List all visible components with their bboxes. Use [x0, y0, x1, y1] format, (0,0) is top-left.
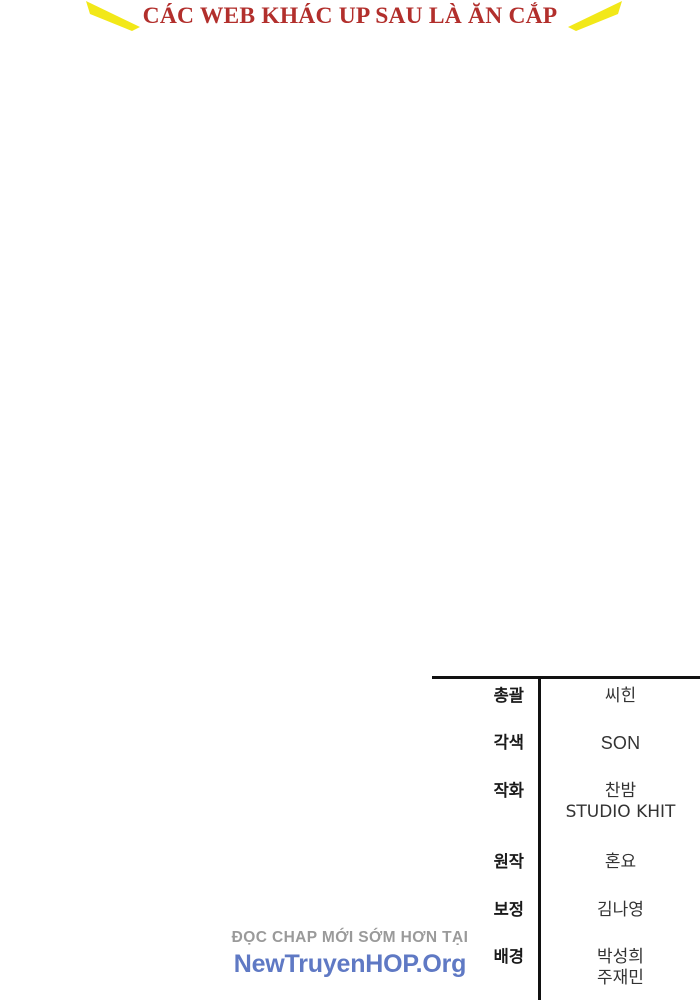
table-row: 보정 김나영 [432, 900, 700, 921]
table-row: 원작 혼요 [432, 852, 700, 873]
table-row: 작화 찬밤 STUDIO KHIT [432, 781, 700, 823]
credit-name-value: 혼요 [604, 852, 637, 872]
credit-name-value: 박성희 주재민 [597, 947, 644, 988]
credit-role-label: 각색 [493, 733, 524, 752]
credit-role-label: 배경 [493, 947, 524, 966]
table-row: 각색 SON [432, 733, 700, 754]
credits-column-divider [538, 677, 541, 1000]
credit-role-label: 보정 [493, 900, 524, 919]
credit-role-label: 총괄 [493, 686, 524, 705]
banner-title: CÁC WEB KHÁC UP SAU LÀ ĂN CẮP [142, 3, 558, 29]
credit-name-value: 찬밤 STUDIO KHIT [565, 781, 676, 822]
credits-top-rule [432, 676, 700, 679]
arrow-wedge-icon-right [568, 1, 622, 31]
arrow-wedge-icon-left [86, 1, 140, 31]
credit-name-value: SON [600, 733, 641, 753]
credit-name-value: 씨힌 [604, 686, 637, 706]
credit-role-label: 작화 [493, 781, 524, 800]
table-row: 배경 박성희 주재민 [432, 947, 700, 989]
credits-table: 총괄 씨힌 각색 SON 작화 찬밤 STUDIO KHIT 원작 혼요 보정 … [432, 676, 700, 1000]
credit-role-label: 원작 [493, 852, 524, 871]
credit-name-value: 김나영 [597, 900, 644, 920]
table-row: 총괄 씨힌 [432, 686, 700, 707]
anti-piracy-banner: CÁC WEB KHÁC UP SAU LÀ ĂN CẮP [0, 0, 700, 44]
